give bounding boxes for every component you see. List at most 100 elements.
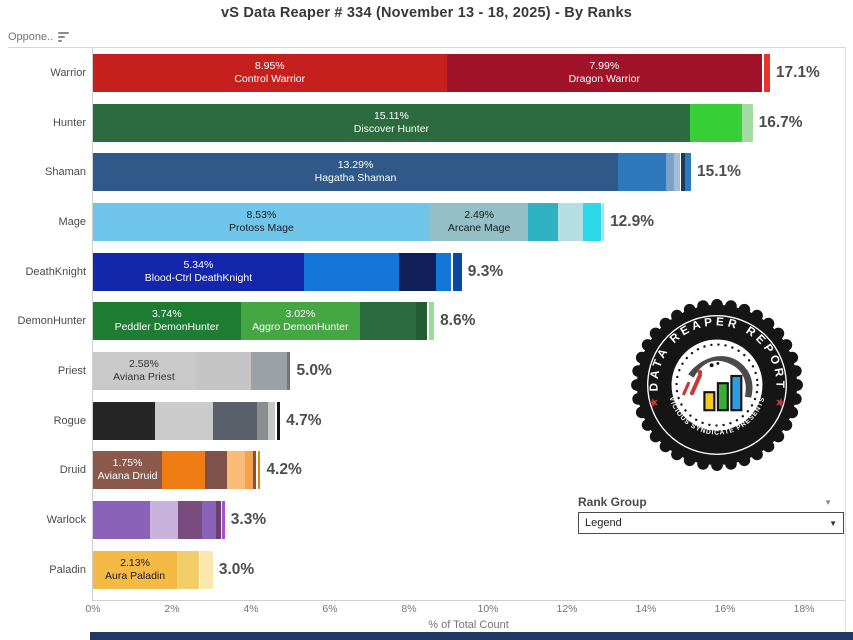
bar-segment[interactable] xyxy=(618,153,666,192)
bar-segment[interactable]: 2.49% Arcane Mage xyxy=(429,202,529,241)
bar-segment[interactable] xyxy=(257,451,261,490)
bar-segment[interactable] xyxy=(150,501,178,540)
rank-group-dropdown[interactable]: Legend ▼ xyxy=(578,512,844,534)
total-label: 5.0% xyxy=(296,361,332,379)
bar-segment[interactable] xyxy=(201,501,216,540)
x-tick-label: 14% xyxy=(635,603,657,615)
bar-segment[interactable] xyxy=(399,252,437,291)
column-header[interactable]: Oppone.. xyxy=(8,31,70,43)
class-label[interactable]: Druid xyxy=(59,464,86,477)
data-reaper-logo: DATA REAPER REPORT VICIOUS SYNDICATE PRE… xyxy=(631,299,803,471)
segment-value: 3.74% xyxy=(151,308,182,321)
class-label[interactable]: Shaman xyxy=(45,166,86,179)
class-label[interactable]: Rogue xyxy=(53,414,86,427)
segment-value: 13.29% xyxy=(337,159,374,172)
bar-segment[interactable] xyxy=(741,103,753,142)
bar-segment[interactable] xyxy=(674,153,680,192)
stacked-bar xyxy=(93,401,281,440)
bar-segment[interactable]: 15.11% Discover Hunter xyxy=(93,103,690,142)
x-tick-label: 8% xyxy=(401,603,417,615)
bar-segment[interactable] xyxy=(200,550,213,589)
bar-segment[interactable]: 8.95% Control Warrior xyxy=(93,53,447,92)
bar-segment[interactable]: 13.29% Hagatha Shaman xyxy=(93,153,618,192)
bar-segment[interactable] xyxy=(681,153,686,192)
bar-segment[interactable]: 8.53% Protoss Mage xyxy=(93,202,430,241)
bar-segment[interactable] xyxy=(162,451,206,490)
x-tick-label: 0% xyxy=(85,603,101,615)
class-label[interactable]: Mage xyxy=(58,215,86,228)
bar-segment[interactable]: 3.02% Aggro DemonHunter xyxy=(240,302,360,341)
logo-star-left: ★ xyxy=(646,394,661,411)
bar-segment[interactable] xyxy=(205,451,227,490)
bar-segment[interactable] xyxy=(194,351,251,390)
class-label[interactable]: Hunter xyxy=(52,116,86,129)
bar-segment[interactable] xyxy=(428,302,435,341)
bar-segment[interactable]: 2.58% Aviana Priest xyxy=(93,351,195,390)
bar-segment[interactable] xyxy=(268,401,276,440)
class-label[interactable]: Warrior xyxy=(50,66,86,79)
chart-row: Shaman 13.29% Hagatha Shaman 15.1% xyxy=(0,147,853,197)
segment-archetype: Dragon Warrior xyxy=(568,72,640,85)
chart-row: Warlock 3.3% xyxy=(0,495,853,545)
bar-segment[interactable] xyxy=(602,202,605,241)
segment-value: 8.53% xyxy=(246,208,277,221)
bar-segment[interactable] xyxy=(212,401,257,440)
segment-archetype: Aviana Priest xyxy=(113,370,175,383)
rank-group-collapse-caret[interactable]: ▼ xyxy=(824,497,832,507)
bar-segment[interactable]: 2.13% Aura Paladin xyxy=(93,550,178,589)
bar-segment[interactable] xyxy=(93,501,151,540)
bar-segment[interactable] xyxy=(665,153,675,192)
total-label: 3.3% xyxy=(230,511,267,529)
bar-segment[interactable] xyxy=(276,401,281,440)
bar-segment[interactable] xyxy=(177,501,202,540)
segment-archetype: Discover Hunter xyxy=(353,122,430,135)
bar-segment[interactable] xyxy=(303,252,400,291)
chart-row: Paladin 2.13% Aura Paladin 3.0% xyxy=(0,545,853,595)
bar-segment[interactable] xyxy=(226,451,246,490)
segment-value: 2.49% xyxy=(464,208,494,221)
total-label: 4.7% xyxy=(286,411,322,429)
bar-segment[interactable] xyxy=(583,202,601,241)
stacked-bar: 8.53% Protoss Mage 2.49% Arcane Mage xyxy=(93,202,605,241)
segment-archetype: Peddler DemonHunter xyxy=(114,321,220,334)
class-label[interactable]: Warlock xyxy=(46,514,86,527)
bar-segment[interactable] xyxy=(250,351,288,390)
total-label: 9.3% xyxy=(467,262,504,280)
bar-segment[interactable]: 5.34% Blood-Ctrl DeathKnight xyxy=(93,252,304,291)
x-tick-label: 12% xyxy=(556,603,578,615)
class-label[interactable]: Paladin xyxy=(49,563,86,576)
bar-segment[interactable] xyxy=(215,501,221,540)
bar-segment[interactable] xyxy=(415,302,428,341)
bar-segment[interactable] xyxy=(436,252,452,291)
segment-archetype: Aura Paladin xyxy=(104,569,166,582)
sort-icon[interactable] xyxy=(58,32,70,42)
bar-segment[interactable] xyxy=(154,401,213,440)
bar-segment[interactable] xyxy=(256,401,269,440)
bar-segment[interactable] xyxy=(452,252,462,291)
total-label: 16.7% xyxy=(758,113,803,131)
bar-segment[interactable] xyxy=(177,550,199,589)
bar-segment[interactable] xyxy=(287,351,291,390)
next-chart-edge xyxy=(90,632,853,640)
class-label[interactable]: DeathKnight xyxy=(25,265,86,278)
bar-segment[interactable]: 1.75% Aviana Druid xyxy=(93,451,163,490)
bar-segment[interactable]: 7.99% Dragon Warrior xyxy=(446,53,763,92)
bar-segment[interactable] xyxy=(222,501,225,540)
class-label[interactable]: Priest xyxy=(57,364,86,377)
bar-segment[interactable] xyxy=(93,401,155,440)
class-label[interactable]: DemonHunter xyxy=(17,315,86,328)
total-label: 8.6% xyxy=(440,312,476,330)
bar-segment[interactable] xyxy=(689,103,742,142)
bar-segment[interactable] xyxy=(558,202,584,241)
bar-segment[interactable] xyxy=(685,153,691,192)
bar-segment[interactable] xyxy=(528,202,559,241)
chart-row: Mage 8.53% Protoss Mage 2.49% Arcane Mage 12.… xyxy=(0,197,853,247)
stacked-bar: 15.11% Discover Hunter xyxy=(93,103,753,142)
bar-segment[interactable] xyxy=(252,451,257,490)
bar-segment[interactable] xyxy=(763,53,770,92)
stacked-bar: 1.75% Aviana Druid xyxy=(93,451,261,490)
bar-segment[interactable] xyxy=(245,451,253,490)
total-label: 4.2% xyxy=(266,461,302,479)
bar-segment[interactable]: 3.74% Peddler DemonHunter xyxy=(93,302,241,341)
bar-segment[interactable] xyxy=(359,302,416,341)
